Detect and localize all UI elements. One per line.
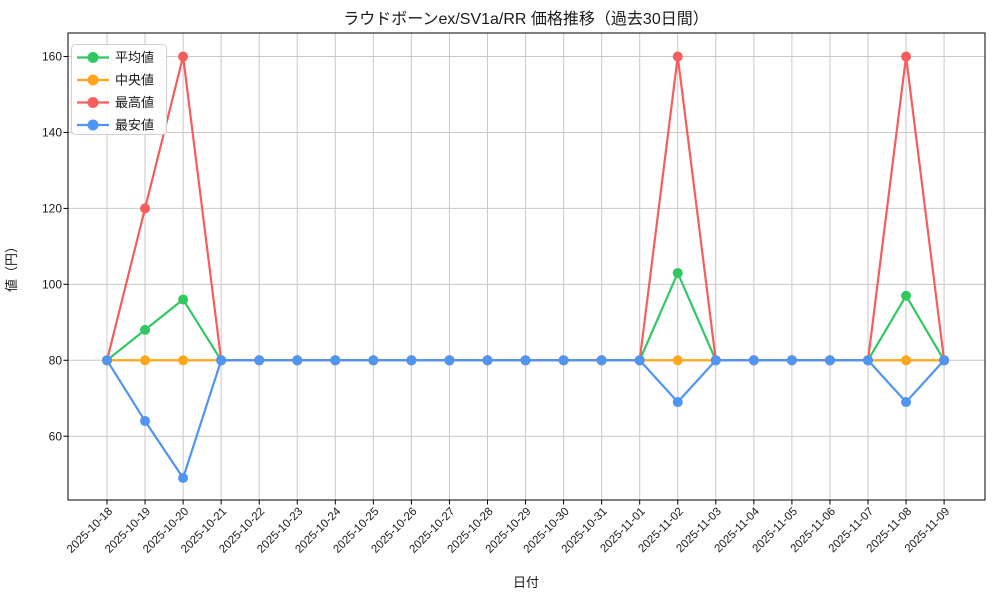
axis-ticks (63, 56, 945, 505)
max-point (140, 203, 151, 214)
min-point (444, 355, 455, 366)
min-point (558, 355, 569, 366)
legend-entry-min: 最安値 (77, 118, 154, 133)
y-tick-label: 80 (49, 354, 63, 368)
min-point (178, 472, 189, 483)
median-point (672, 355, 683, 366)
x-axis-label: 日付 (513, 575, 539, 590)
legend-marker-icon (87, 74, 99, 86)
y-tick-labels: 60 80 100 120 140 160 (42, 50, 62, 444)
min-point (254, 355, 265, 366)
min-point (824, 355, 835, 366)
min-point (672, 397, 683, 408)
legend-label: 最安値 (115, 118, 154, 133)
median-point (178, 355, 189, 366)
y-tick-label: 100 (42, 278, 62, 292)
grid-lines (68, 33, 985, 500)
plot-frame (67, 32, 986, 501)
legend-label: 平均値 (115, 50, 154, 65)
average-point (140, 324, 151, 335)
min-point (901, 397, 912, 408)
legend-entry-average: 平均値 (77, 50, 154, 65)
median-point (140, 355, 151, 366)
max-point (178, 51, 189, 62)
max-point (672, 51, 683, 62)
y-tick-label: 160 (42, 50, 62, 64)
min-point (748, 355, 759, 366)
legend-marker-icon (87, 119, 99, 131)
average-point (901, 290, 912, 301)
min-point (368, 355, 379, 366)
average-point (178, 294, 189, 305)
min-point (863, 355, 873, 366)
min-point (939, 355, 950, 366)
y-tick-label: 60 (49, 430, 63, 444)
min-point (634, 355, 645, 366)
series-min (102, 355, 950, 483)
legend-label: 中央値 (115, 73, 154, 88)
y-tick-label: 140 (42, 126, 62, 140)
y-tick-label: 120 (42, 202, 62, 216)
min-point (216, 355, 227, 366)
median-point (901, 355, 912, 366)
legend-entry-max: 最高値 (77, 95, 154, 110)
y-axis-label: 値（円） (4, 240, 19, 292)
min-point (596, 355, 607, 366)
min-point (482, 355, 493, 366)
legend-box (71, 44, 167, 135)
legend-label: 最高値 (115, 95, 154, 110)
min-point (710, 355, 721, 366)
min-point (330, 355, 341, 366)
legend-marker-icon (87, 97, 99, 108)
legend-marker-icon (87, 52, 99, 63)
chart-title: ラウドボーンex/SV1a/RR 価格推移（過去30日間） (343, 10, 708, 28)
min-point (406, 355, 417, 366)
data-series (102, 51, 950, 483)
average-point (672, 267, 683, 278)
min-point (786, 355, 797, 366)
chart-legend: 平均値 中央値 最高値 最安値 (71, 44, 167, 135)
legend-entry-median: 中央値 (77, 73, 154, 88)
min-point (102, 355, 112, 366)
min-point (520, 355, 531, 366)
min-point (292, 355, 303, 366)
min-point (140, 416, 151, 427)
x-tick-labels: 2025-10-182025-10-192025-10-202025-10-21… (65, 505, 952, 556)
max-point (901, 51, 912, 62)
